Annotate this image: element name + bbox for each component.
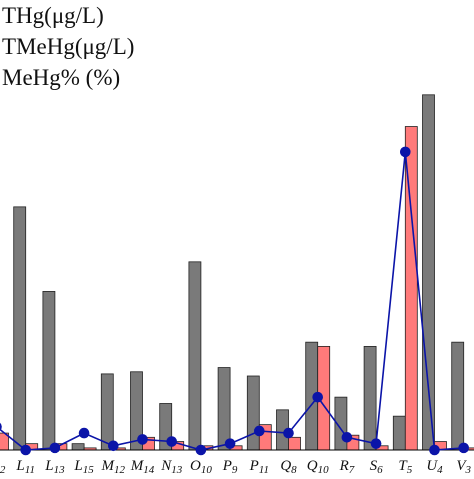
point-mehg-percent-n13 <box>166 436 177 447</box>
point-mehg-percent-j12 <box>0 422 2 431</box>
bar-thg-o10 <box>188 261 202 451</box>
point-mehg-percent-m14 <box>137 434 148 445</box>
point-mehg-percent-s6 <box>370 438 382 449</box>
x-tick-label-o10: O10 <box>190 458 212 474</box>
bar-thg-l11 <box>13 206 27 451</box>
point-mehg-percent-q10 <box>312 391 324 403</box>
bar-thg-l13 <box>42 291 56 451</box>
point-mehg-percent-l13 <box>49 442 61 454</box>
x-tick-label-j12: J12 <box>0 458 6 474</box>
line-layer <box>0 146 470 456</box>
x-tick-label-u4: U4 <box>426 458 443 474</box>
point-mehg-percent-r7 <box>341 432 353 443</box>
x-tick-label-r7: R7 <box>339 458 355 474</box>
bar-thg-l15 <box>71 443 85 451</box>
x-tick-label-p11: P11 <box>249 458 269 474</box>
x-tick-label-l11: L11 <box>15 458 35 474</box>
bar-thg-s6 <box>363 345 377 451</box>
x-tick-label-p9: P9 <box>222 458 238 474</box>
point-mehg-percent-l15 <box>78 427 90 439</box>
x-tick-label-m12: M12 <box>101 458 126 474</box>
bar-thg-m12 <box>100 373 114 451</box>
bar-thg-p9 <box>217 367 231 451</box>
x-tick-label-m14: M14 <box>130 458 155 474</box>
point-mehg-percent-p11 <box>253 425 265 437</box>
x-tick-label-n13: N13 <box>160 458 183 474</box>
line-mehg-percent <box>0 151 464 451</box>
x-tick-label-q10: Q10 <box>307 458 329 474</box>
legend: THg(μg/L) TMeHg(μg/L) MeHg% (%) <box>2 0 134 93</box>
x-tick-label-l13: L13 <box>44 458 65 474</box>
point-mehg-percent-m12 <box>108 440 119 452</box>
bar-thg-p11 <box>246 375 260 451</box>
legend-entry-mehg-percent: MeHg% (%) <box>2 65 121 90</box>
point-mehg-percent-p9 <box>224 438 236 449</box>
bar-thg-v3 <box>451 341 465 451</box>
x-tick-label-q8: Q8 <box>280 458 297 474</box>
point-mehg-percent-u4 <box>429 444 440 456</box>
x-tick-label-s6: S6 <box>370 458 384 474</box>
bar-thg-t5 <box>392 415 406 451</box>
point-mehg-percent-q8 <box>283 427 294 439</box>
point-mehg-percent-t5 <box>400 146 411 158</box>
legend-entry-thg: THg(μg/L) <box>2 3 104 28</box>
x-tick-label-v3: V3 <box>456 458 471 474</box>
point-mehg-percent-l11 <box>20 444 32 456</box>
bar-tmehg-q8 <box>288 436 301 451</box>
x-tick-label-t5: T5 <box>398 458 412 474</box>
x-tick-label-l15: L15 <box>73 458 94 474</box>
legend-entry-tmehg: TMeHg(μg/L) <box>2 34 135 59</box>
point-mehg-percent-v3 <box>458 442 470 454</box>
point-mehg-percent-o10 <box>195 444 207 456</box>
